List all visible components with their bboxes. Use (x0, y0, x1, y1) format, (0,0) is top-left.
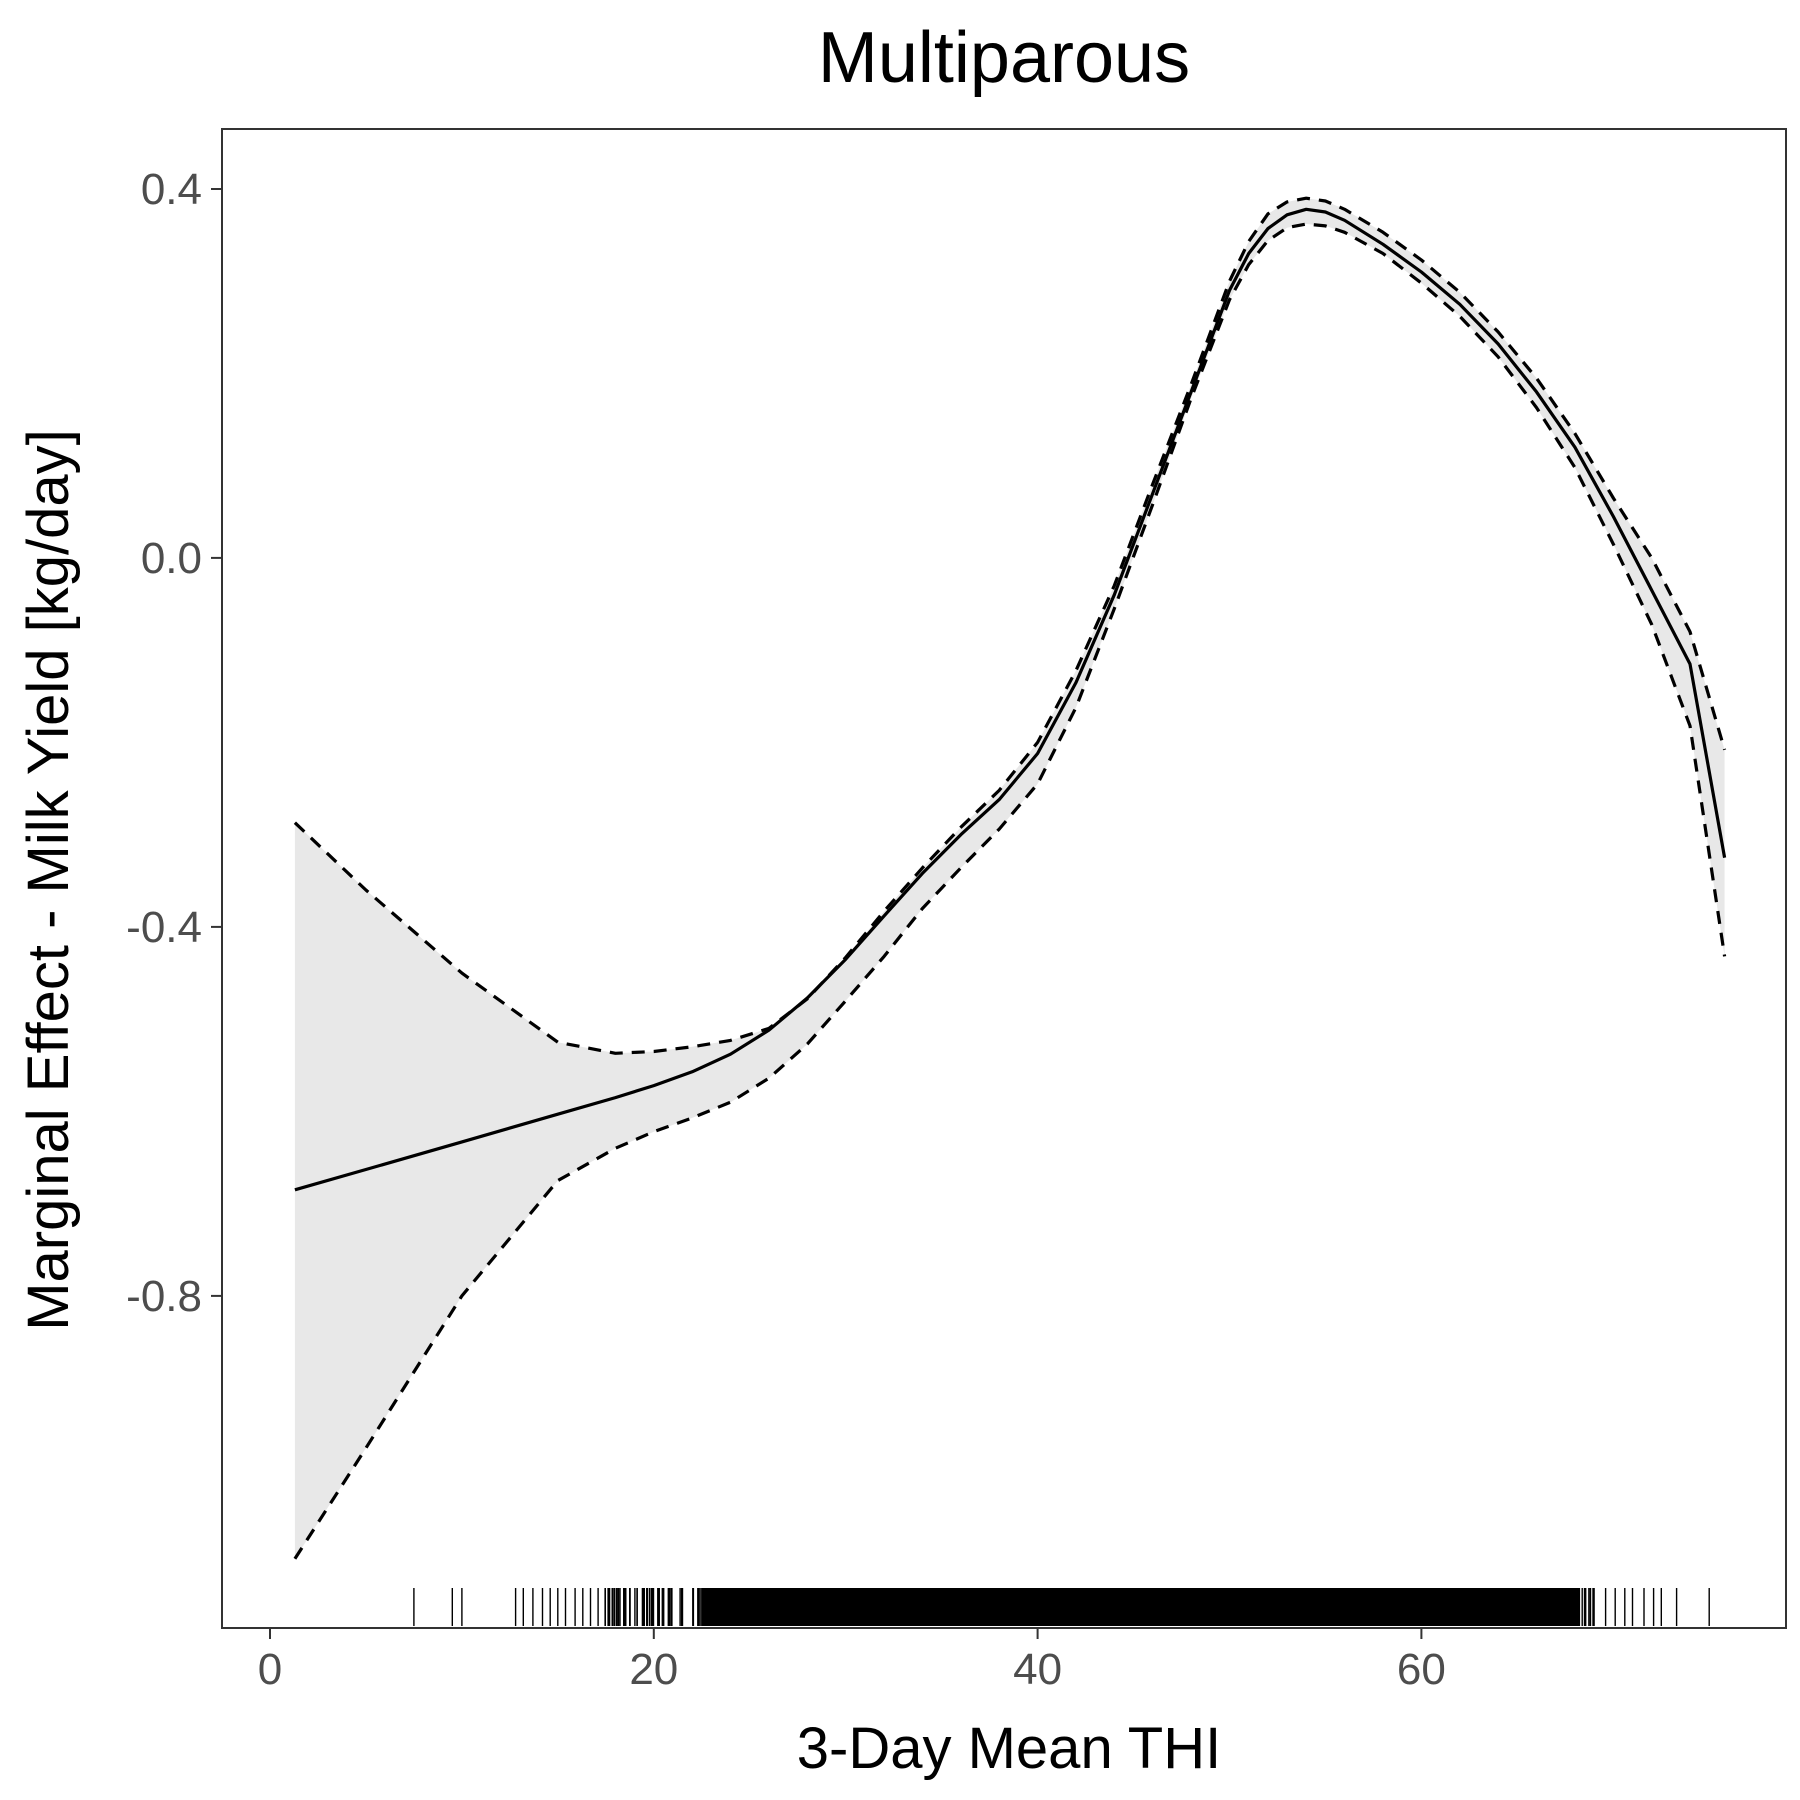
y-axis-title: Marginal Effect - Milk Yield [kg/day] (16, 429, 81, 1331)
y-tick-label: -0.8 (126, 1272, 202, 1321)
lower-bound-line (293, 222, 1727, 1560)
x-tick-label: 40 (1013, 1645, 1062, 1694)
fit-line (294, 207, 1727, 1192)
x-tick-label: 60 (1397, 1645, 1446, 1694)
panel-border (221, 128, 1787, 1629)
plot-panel (221, 128, 1787, 1629)
x-axis-title: 3-Day Mean THI (797, 1716, 1221, 1781)
x-tick-label: 20 (629, 1645, 678, 1694)
y-axis: 0.4 0.0 -0.4 -0.8 (126, 165, 222, 1321)
y-tick-label: 0.0 (141, 534, 202, 583)
y-tick-label: -0.4 (126, 903, 202, 952)
series-layer (293, 196, 1727, 1560)
y-tick-label: 0.4 (141, 165, 202, 214)
x-tick-label: 0 (258, 1645, 282, 1694)
chart-title: Multiparous (818, 18, 1190, 98)
rug-dense-band (701, 1588, 1579, 1626)
x-axis: 0 20 40 60 (258, 1628, 1446, 1694)
upper-bound-line (293, 196, 1727, 1055)
rug-marks (413, 1588, 1710, 1626)
